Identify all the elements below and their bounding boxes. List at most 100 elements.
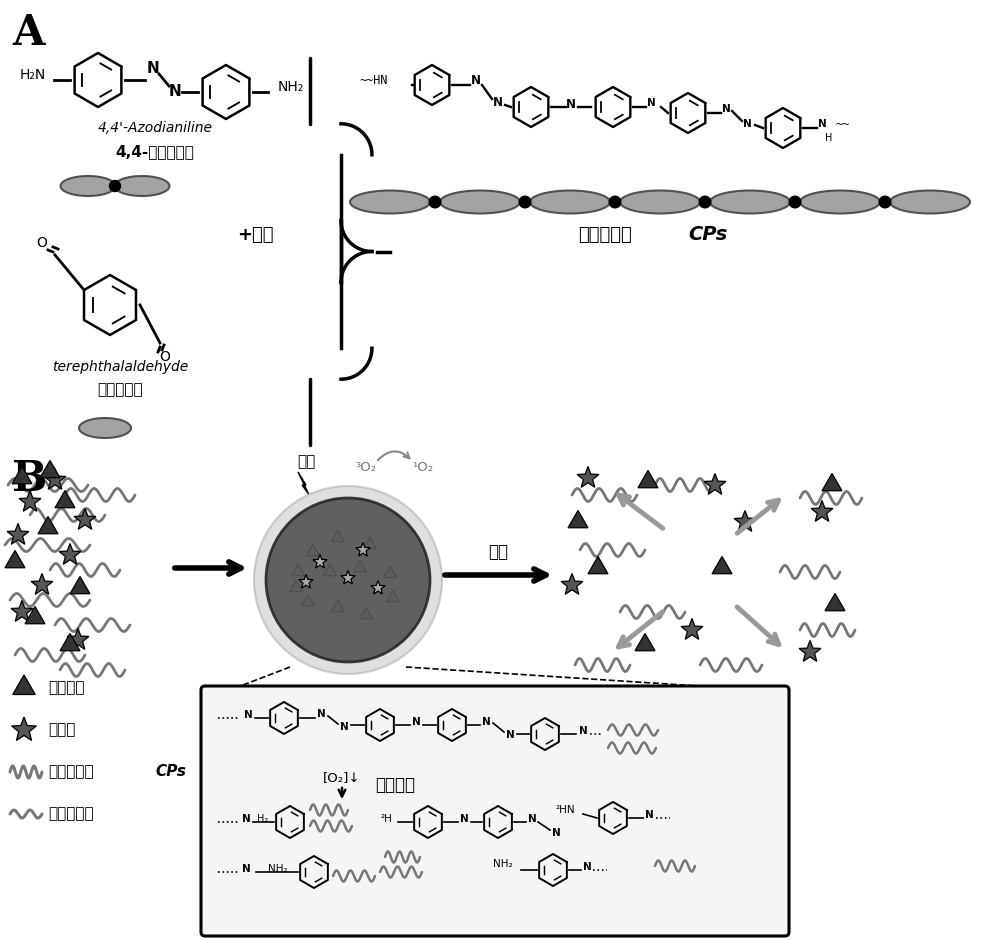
Polygon shape [5,551,25,568]
Text: N: N [147,60,159,75]
Polygon shape [734,510,756,531]
Text: +乙酸: +乙酸 [237,226,273,244]
Polygon shape [822,474,842,491]
Circle shape [789,196,801,208]
Polygon shape [356,542,370,556]
Polygon shape [712,556,732,573]
Text: 生物还原: 生物还原 [375,776,415,794]
Text: N: N [645,810,653,820]
Text: N: N [242,814,250,824]
Text: ²HN: ²HN [555,805,575,815]
Text: N: N [647,98,655,108]
Ellipse shape [710,191,790,213]
Text: 4,4-偶氮二苯胺: 4,4-偶氮二苯胺 [116,145,194,160]
Text: NH₂: NH₂ [268,864,288,874]
Text: [O₂]↓: [O₂]↓ [323,772,361,785]
Text: 降解: 降解 [488,543,508,561]
Polygon shape [55,491,75,508]
Polygon shape [59,543,81,564]
Circle shape [699,196,711,208]
Polygon shape [635,634,655,650]
Text: 表面活性剂: 表面活性剂 [48,807,94,822]
Polygon shape [825,593,845,611]
FancyBboxPatch shape [201,686,789,936]
Text: N: N [169,85,181,100]
Polygon shape [638,471,658,488]
Text: ²H: ²H [380,814,392,824]
Text: CPs: CPs [688,226,728,244]
Text: 聚合物链，: 聚合物链， [48,764,94,779]
Text: NH₂: NH₂ [278,80,304,94]
Polygon shape [307,544,319,556]
Text: 光敏剂: 光敏剂 [48,723,75,738]
Polygon shape [31,573,53,594]
Polygon shape [299,574,313,588]
Text: 对苯二甲醛: 对苯二甲醛 [97,383,143,398]
Polygon shape [360,607,372,619]
Polygon shape [25,606,45,624]
Text: 激光: 激光 [297,455,315,469]
Polygon shape [67,629,89,650]
Text: N: N [566,98,576,111]
Polygon shape [371,581,385,594]
Text: N: N [340,722,348,732]
Circle shape [519,196,531,208]
Polygon shape [341,571,355,584]
Ellipse shape [800,191,880,213]
Polygon shape [811,500,833,522]
Text: terephthalaldehyde: terephthalaldehyde [52,360,188,374]
Circle shape [879,196,891,208]
Ellipse shape [530,191,610,213]
Text: ~~HN: ~~HN [360,74,388,87]
Polygon shape [577,466,599,487]
Text: N: N [317,709,325,719]
Polygon shape [11,601,33,621]
Text: H: H [825,133,833,143]
Polygon shape [292,565,304,575]
Polygon shape [354,560,366,572]
Polygon shape [19,491,41,511]
Polygon shape [332,601,344,612]
Circle shape [254,486,442,674]
Circle shape [609,196,621,208]
Polygon shape [384,567,396,578]
Text: H₂N: H₂N [20,68,46,82]
Polygon shape [298,472,309,494]
Text: N: N [818,119,826,129]
Ellipse shape [60,176,116,196]
Polygon shape [704,474,726,494]
Ellipse shape [350,191,430,213]
Text: N: N [528,814,536,824]
Polygon shape [588,556,608,573]
Text: N: N [743,119,751,129]
Polygon shape [290,581,302,592]
Text: N: N [583,862,591,872]
Polygon shape [313,555,327,568]
Polygon shape [681,619,703,639]
Text: B: B [12,458,47,500]
Text: 化疗药物: 化疗药物 [48,681,84,696]
Polygon shape [332,530,344,541]
Ellipse shape [440,191,520,213]
Text: N: N [493,97,503,109]
Polygon shape [324,565,336,575]
Polygon shape [387,590,399,602]
Polygon shape [60,634,80,650]
Polygon shape [40,461,60,478]
Polygon shape [44,468,66,490]
Polygon shape [799,640,821,662]
Text: 4,4'-Azodianiline: 4,4'-Azodianiline [98,121,212,135]
Polygon shape [12,717,36,741]
Circle shape [109,180,120,192]
Polygon shape [38,516,58,534]
Polygon shape [568,510,588,527]
Polygon shape [74,509,96,529]
Polygon shape [70,576,90,594]
Ellipse shape [114,176,170,196]
Text: N: N [482,717,490,727]
Text: N: N [579,726,587,736]
Polygon shape [13,675,35,695]
Text: N: N [242,864,250,874]
Polygon shape [12,466,32,484]
Circle shape [429,196,441,208]
